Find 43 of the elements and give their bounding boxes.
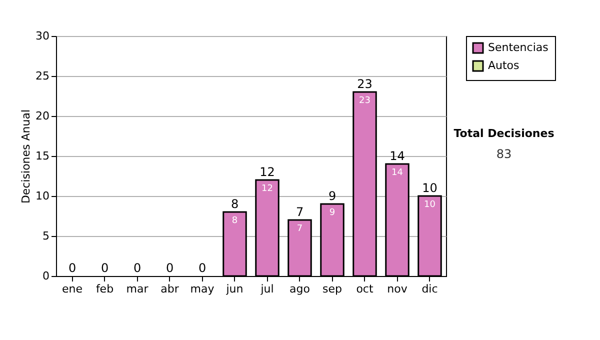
x-tick-label: feb [96, 282, 114, 296]
total-label: 0 [133, 261, 142, 275]
data-label: 9 [329, 208, 336, 218]
text: 83 [496, 147, 512, 161]
total-label: 0 [198, 261, 206, 275]
y-tick-label: 5 [42, 230, 50, 242]
y-tick-label: 15 [36, 150, 50, 162]
total-label: 0 [100, 261, 109, 275]
data-label: 10 [424, 200, 436, 210]
total-label: 8 [230, 197, 239, 211]
legend-label: Sentencias [488, 41, 549, 54]
y-tick-label: 20 [36, 110, 50, 122]
legend-label: Autos [488, 59, 520, 72]
data-label: 23 [359, 96, 370, 106]
x-tick-label: jun [225, 282, 244, 296]
total-label: 9 [328, 189, 336, 203]
total-label: 12 [260, 165, 275, 179]
y-tick-label: 10 [36, 190, 50, 202]
total-label: 23 [357, 77, 372, 91]
x-tick-label: may [190, 282, 215, 296]
total-label: 10 [422, 181, 438, 195]
x-tick-label: sep [322, 282, 342, 296]
x-tick-label: jul [260, 282, 274, 296]
x-tick-label: abr [160, 282, 180, 296]
x-tick-label: ene [62, 282, 83, 296]
text: Total Decisiones [454, 127, 555, 140]
y-tick-label: 25 [36, 70, 50, 82]
total-label: 7 [296, 205, 304, 219]
x-tick-label: dic [422, 282, 438, 296]
x-tick-label: mar [126, 282, 149, 296]
y-axis-title: Decisiones Anual [20, 109, 33, 204]
data-label: 14 [392, 168, 404, 178]
total-label: 14 [390, 149, 405, 163]
total-label: 0 [68, 261, 76, 275]
x-tick-label: ago [290, 282, 310, 296]
y-tick-label: 30 [36, 30, 50, 42]
total-label: 0 [166, 261, 174, 275]
data-label: 7 [296, 224, 303, 234]
x-tick-label: nov [387, 282, 408, 296]
y-tick-label: 0 [42, 270, 50, 282]
x-tick-label: oct [356, 282, 374, 296]
data-label: 12 [262, 184, 273, 194]
data-label: 8 [232, 216, 238, 226]
